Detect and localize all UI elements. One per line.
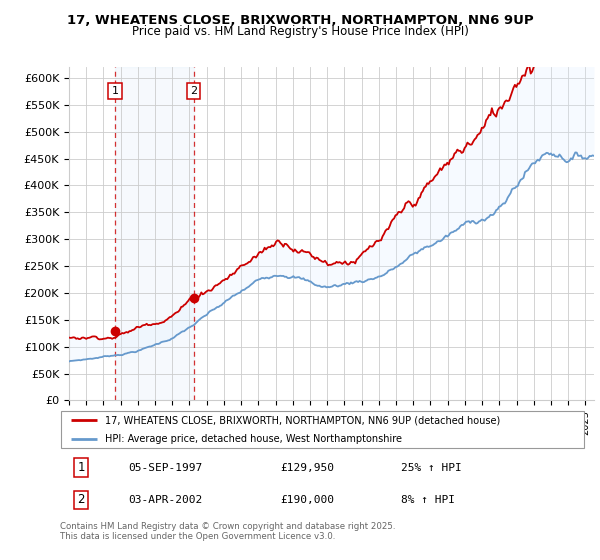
FancyBboxPatch shape [61, 411, 584, 448]
Text: 17, WHEATENS CLOSE, BRIXWORTH, NORTHAMPTON, NN6 9UP (detached house): 17, WHEATENS CLOSE, BRIXWORTH, NORTHAMPT… [104, 416, 500, 425]
Text: 1: 1 [77, 461, 85, 474]
Bar [115, 67, 194, 400]
Text: 2: 2 [190, 86, 197, 96]
Text: 1: 1 [112, 86, 118, 96]
Text: 2: 2 [77, 493, 85, 506]
Text: £129,950: £129,950 [281, 463, 335, 473]
Text: 05-SEP-1997: 05-SEP-1997 [128, 463, 203, 473]
Text: Contains HM Land Registry data © Crown copyright and database right 2025.
This d: Contains HM Land Registry data © Crown c… [60, 522, 395, 542]
Text: 25% ↑ HPI: 25% ↑ HPI [401, 463, 462, 473]
Text: £190,000: £190,000 [281, 495, 335, 505]
Text: 8% ↑ HPI: 8% ↑ HPI [401, 495, 455, 505]
Text: Price paid vs. HM Land Registry's House Price Index (HPI): Price paid vs. HM Land Registry's House … [131, 25, 469, 38]
Text: HPI: Average price, detached house, West Northamptonshire: HPI: Average price, detached house, West… [104, 434, 401, 444]
Text: 17, WHEATENS CLOSE, BRIXWORTH, NORTHAMPTON, NN6 9UP: 17, WHEATENS CLOSE, BRIXWORTH, NORTHAMPT… [67, 14, 533, 27]
Text: 03-APR-2002: 03-APR-2002 [128, 495, 203, 505]
